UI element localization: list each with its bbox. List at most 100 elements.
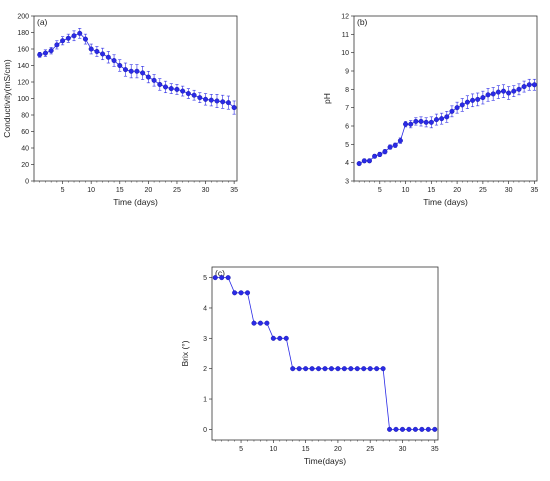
x-tick-label: 15 — [116, 187, 124, 194]
data-point — [100, 51, 106, 57]
data-point — [42, 50, 48, 56]
y-tick-label: 140 — [17, 63, 29, 70]
chart-panel-1: 5 10 15 20 25 30 35 0 20 40 60 80 100 120 140 160 180 200… — [2, 14, 238, 208]
data-point — [212, 275, 218, 281]
data-point — [393, 426, 399, 432]
y-tick-label: 40 — [21, 146, 29, 153]
y-axis-title: Conductivity(mS/cm) — [2, 59, 12, 138]
panel-label: (c) — [215, 268, 225, 278]
panel-label: (a) — [37, 17, 48, 27]
data-point — [480, 95, 486, 101]
x-tick-label: 20 — [144, 187, 152, 194]
x-tick-label: 5 — [61, 187, 65, 194]
data-point — [105, 54, 111, 60]
data-point — [408, 121, 414, 127]
y-tick-label: 5 — [345, 142, 349, 149]
data-point — [238, 290, 244, 296]
data-point — [219, 275, 225, 281]
y-tick-label: 7 — [345, 105, 349, 112]
data-point — [232, 290, 238, 296]
data-point — [372, 153, 378, 159]
x-tick-label: 15 — [302, 446, 310, 453]
y-tick-label: 3 — [345, 179, 349, 186]
data-point — [277, 335, 283, 341]
y-tick-label: 0 — [25, 179, 29, 186]
data-point — [208, 97, 214, 103]
data-point — [439, 116, 445, 122]
data-point — [220, 99, 226, 105]
data-point — [257, 320, 263, 326]
data-point — [191, 92, 197, 98]
x-tick-label: 20 — [334, 446, 342, 453]
y-tick-label: 120 — [17, 80, 29, 87]
data-point — [428, 119, 434, 125]
data-point — [290, 366, 296, 372]
y-tick-label: 6 — [345, 124, 349, 131]
data-point — [283, 335, 289, 341]
plot-frame — [353, 15, 538, 182]
data-point — [309, 366, 315, 372]
data-point — [531, 82, 537, 88]
data-point — [71, 33, 77, 39]
data-point — [245, 290, 251, 296]
x-tick-label: 25 — [366, 446, 374, 453]
data-point — [444, 114, 450, 120]
data-point — [37, 52, 43, 58]
data-point — [374, 366, 380, 372]
y-tick-label: 160 — [17, 47, 29, 54]
data-point — [117, 63, 123, 69]
data-point — [413, 118, 419, 124]
y-tick-label: 100 — [17, 96, 29, 103]
x-tick-label: 35 — [531, 187, 539, 194]
data-point — [296, 366, 302, 372]
data-point — [459, 102, 465, 108]
data-point — [526, 82, 532, 88]
data-point — [392, 142, 398, 148]
data-point — [366, 158, 372, 164]
y-tick-label: 5 — [203, 275, 207, 282]
data-point — [94, 48, 100, 54]
data-point — [48, 48, 54, 54]
y-tick-label: 200 — [17, 14, 29, 21]
x-tick-label: 5 — [239, 446, 243, 453]
data-point — [380, 366, 386, 372]
data-point — [449, 108, 455, 114]
data-point — [377, 151, 383, 157]
data-point — [500, 88, 506, 94]
x-tick-label: 35 — [230, 187, 238, 194]
data-point — [197, 95, 203, 101]
data-point — [356, 161, 362, 167]
data-point — [88, 46, 94, 52]
data-point — [145, 74, 151, 80]
data-point — [432, 426, 438, 432]
data-point — [225, 100, 231, 106]
series-line — [215, 277, 435, 430]
x-tick-label: 5 — [378, 187, 382, 194]
data-point — [387, 144, 393, 150]
data-point — [433, 117, 439, 123]
data-point — [203, 96, 209, 102]
y-tick-label: 60 — [21, 129, 29, 136]
data-point — [225, 275, 231, 281]
data-point — [82, 36, 88, 42]
data-point — [516, 86, 522, 92]
x-axis-title: Time(days) — [304, 456, 346, 466]
x-axis-title: Time (days) — [423, 197, 468, 207]
y-tick-label: 20 — [21, 162, 29, 169]
data-point — [412, 426, 418, 432]
data-point — [185, 91, 191, 97]
data-point — [134, 68, 140, 74]
chart-panel-2: 5 10 15 20 25 30 35 3 4 5 6 7 8 9 10 11 12 (b) Time (days)… — [322, 14, 538, 208]
data-point — [140, 70, 146, 76]
data-point — [490, 91, 496, 97]
y-tick-label: 12 — [341, 14, 349, 21]
x-tick-label: 35 — [431, 446, 439, 453]
data-point — [168, 86, 174, 92]
y-tick-label: 180 — [17, 30, 29, 37]
chart-panel-3: 5 10 15 20 25 30 35 0 1 2 3 4 5 (c) Time(days) Brix (°) — [180, 266, 439, 466]
data-point — [464, 99, 470, 105]
data-point — [65, 35, 71, 41]
y-tick-label: 1 — [203, 397, 207, 404]
data-point — [111, 58, 117, 64]
data-point — [157, 81, 163, 87]
